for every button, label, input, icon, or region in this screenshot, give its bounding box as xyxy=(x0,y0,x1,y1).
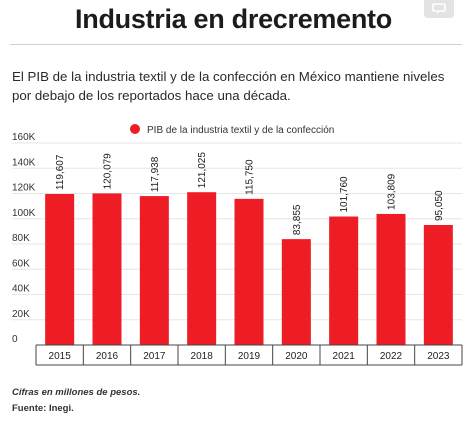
legend-marker xyxy=(130,124,140,134)
x-tick-label: 2018 xyxy=(191,351,214,362)
y-tick-label: 160K xyxy=(12,132,36,143)
bar-value-label: 120,079 xyxy=(103,153,114,190)
x-tick-label: 2023 xyxy=(427,351,450,362)
comment-icon[interactable] xyxy=(424,0,454,18)
bar-value-label: 83,855 xyxy=(292,204,303,235)
x-tick-label: 2020 xyxy=(285,351,308,362)
y-tick-label: 120K xyxy=(12,183,36,194)
units-note: Cifras en millones de pesos. xyxy=(12,387,141,398)
y-tick-label: 100K xyxy=(12,208,36,219)
bar xyxy=(187,192,217,345)
title-divider xyxy=(10,44,462,45)
x-tick-label: 2017 xyxy=(143,351,166,362)
x-tick-label: 2021 xyxy=(333,351,356,362)
x-tick-label: 2019 xyxy=(238,351,261,362)
comment-icon-glyph xyxy=(432,3,446,14)
bar-value-label: 115,750 xyxy=(245,159,256,195)
chart-subtitle: El PIB de la industria textil y de la co… xyxy=(12,69,445,103)
bar xyxy=(45,193,75,345)
bar xyxy=(376,213,406,345)
bar-value-label: 103,809 xyxy=(387,173,398,210)
bar-value-label: 101,760 xyxy=(339,176,350,213)
source-note: Fuente: Inegi. xyxy=(12,403,74,414)
bar-value-label: 119,607 xyxy=(55,154,66,190)
bar xyxy=(234,198,264,345)
legend-label: PIB de la industria textil y de la confe… xyxy=(147,125,334,136)
bar xyxy=(139,196,169,345)
bar-value-label: 95,050 xyxy=(434,190,445,221)
bar xyxy=(329,216,359,345)
y-tick-label: 20K xyxy=(12,309,30,320)
x-tick-label: 2015 xyxy=(49,351,72,362)
bar xyxy=(92,193,122,345)
bar xyxy=(423,224,453,345)
y-tick-label: 40K xyxy=(12,284,30,295)
y-tick-label: 140K xyxy=(12,157,36,168)
bar-chart: 0 20K 40K 60K 80K 100K 120K 140K 160K PIB de la i… xyxy=(12,124,463,366)
y-tick-label: 60K xyxy=(12,258,30,269)
y-tick-label: 80K xyxy=(12,233,30,244)
bar-value-label: 117,938 xyxy=(150,156,161,192)
bar-value-label: 121,025 xyxy=(197,152,208,189)
x-tick-label: 2022 xyxy=(380,351,403,362)
y-tick-label: 0 xyxy=(12,334,18,345)
x-tick-label: 2016 xyxy=(96,351,119,362)
bar xyxy=(281,239,311,345)
chart-title: Industria en drecremento xyxy=(75,4,392,34)
